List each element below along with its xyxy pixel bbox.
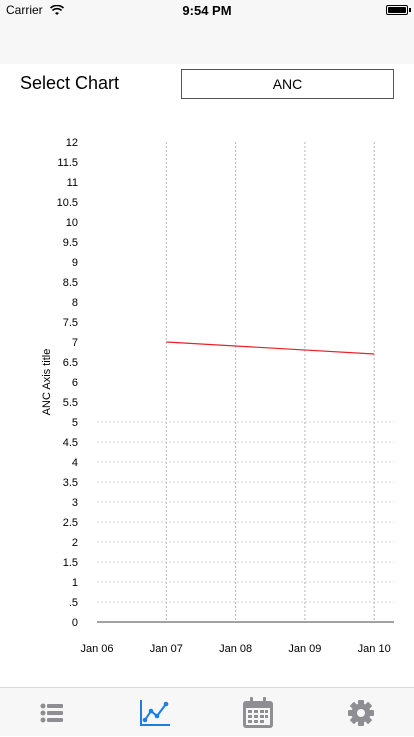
y-tick-label: 7.5: [63, 317, 78, 329]
x-tick-label: Jan 09: [288, 643, 321, 655]
gear-icon: [347, 699, 374, 726]
y-tick-label: 11: [67, 177, 78, 189]
y-tick-label: 4: [72, 457, 78, 469]
tab-bar: [0, 687, 414, 736]
y-tick-label: 9: [72, 257, 78, 269]
chart-selector[interactable]: ANC: [181, 69, 394, 99]
select-chart-label: Select Chart: [20, 73, 120, 93]
y-tick-label: 10.5: [57, 197, 78, 209]
tab-list[interactable]: [0, 688, 103, 737]
x-tick-label: Jan 10: [358, 643, 391, 655]
x-tick-label: Jan 08: [219, 643, 252, 655]
series-line: [166, 341, 375, 355]
list-icon: [40, 703, 63, 722]
y-tick-label: 10: [66, 217, 78, 229]
y-tick-label: 5.5: [63, 397, 78, 409]
y-tick-label: 3: [72, 497, 78, 509]
y-tick-label: 9.5: [63, 237, 78, 249]
y-tick-label: 2: [72, 537, 78, 549]
wifi-icon: [49, 3, 65, 21]
y-tick-label: 2.5: [63, 517, 78, 529]
tab-chart[interactable]: [103, 688, 206, 737]
y-tick-label: 3.5: [63, 477, 78, 489]
y-tick-label: 11.5: [57, 157, 78, 169]
line-chart: 0.511.522.533.544.555.566.577.588.599.51…: [41, 137, 394, 655]
y-tick-label: 12: [66, 137, 78, 149]
tab-calendar[interactable]: [206, 688, 309, 737]
calendar-icon: [242, 696, 273, 728]
battery-nub: [409, 8, 411, 12]
status-bar: Carrier 9:54 PM: [0, 0, 414, 20]
y-tick-label: 1: [72, 577, 78, 589]
y-tick-label: 6: [72, 377, 78, 389]
y-tick-label: 8.5: [63, 277, 78, 289]
carrier-label: Carrier: [6, 3, 43, 17]
tab-settings[interactable]: [309, 688, 412, 737]
y-tick-label: 5: [72, 417, 78, 429]
y-tick-label: 7: [72, 337, 78, 349]
y-axis-title: ANC Axis title: [41, 349, 53, 416]
y-tick-label: .5: [69, 597, 78, 609]
battery-icon: [386, 5, 408, 15]
y-tick-label: 6.5: [63, 357, 78, 369]
x-tick-label: Jan 07: [150, 643, 183, 655]
y-tick-label: 8: [72, 297, 78, 309]
clock: 9:54 PM: [182, 3, 232, 18]
y-tick-label: 1.5: [63, 557, 78, 569]
chart-icon: [139, 699, 170, 726]
y-tick-label: 0: [72, 617, 78, 629]
y-tick-label: 4.5: [63, 437, 78, 449]
navigation-bar: [0, 20, 414, 64]
x-tick-label: Jan 06: [80, 643, 113, 655]
